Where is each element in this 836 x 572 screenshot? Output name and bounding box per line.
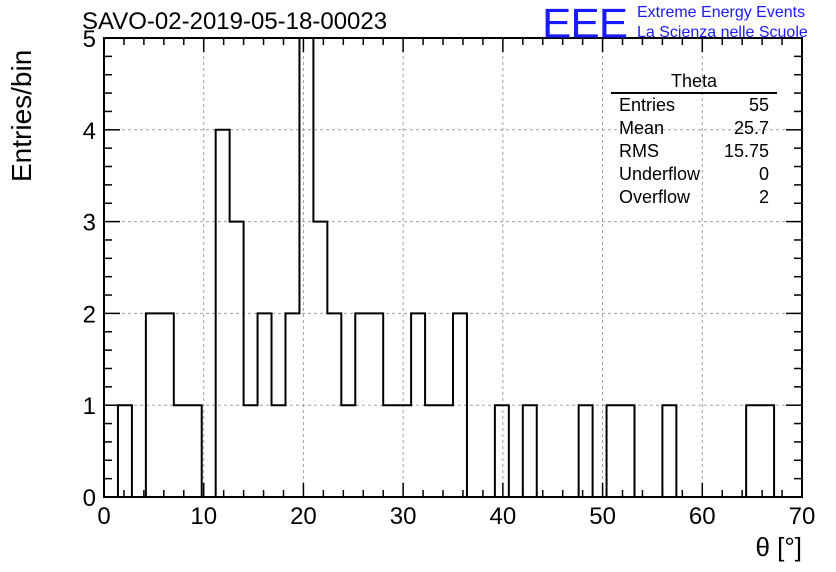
stats-row-underflow: Underflow 0 <box>611 163 777 186</box>
x-tick-labels: 0 10 20 30 40 50 60 70 <box>97 503 815 530</box>
histogram-bin <box>216 130 230 497</box>
axis-ticks <box>103 37 803 498</box>
x-tick-label: 40 <box>490 503 517 530</box>
eee-logo: EEE <box>542 0 628 47</box>
x-tick-label: 70 <box>789 503 816 530</box>
x-tick-label: 20 <box>290 503 317 530</box>
histogram-bin <box>607 405 621 497</box>
histogram-bin <box>174 405 188 497</box>
y-tick-label: 1 <box>83 393 96 420</box>
histogram-bin <box>118 405 132 497</box>
stats-label: Underflow <box>619 164 701 184</box>
stats-label: Entries <box>619 95 676 115</box>
histogram-bin <box>299 38 313 497</box>
stats-label: Mean <box>619 118 665 138</box>
stats-value: 2 <box>758 187 769 207</box>
y-tick-label: 3 <box>83 210 96 237</box>
histogram-bin <box>397 405 411 497</box>
histogram-bin <box>272 405 286 497</box>
histogram-bin <box>188 405 202 497</box>
logo-subtitle-line2: La Scienza nelle Scuole <box>637 24 808 41</box>
x-axis-label: θ [°] <box>755 532 802 562</box>
x-tick-label: 30 <box>390 503 417 530</box>
y-tick-labels: 0 1 2 3 4 5 <box>83 26 96 512</box>
x-tick-label: 10 <box>190 503 217 530</box>
stats-row-entries: Entries 55 <box>611 94 777 117</box>
stats-label: Overflow <box>619 187 691 207</box>
histogram-bin <box>523 405 537 497</box>
histogram-bin <box>621 405 635 497</box>
histogram-bin <box>495 405 509 497</box>
histogram-bin <box>579 405 593 497</box>
stats-row-overflow: Overflow 2 <box>611 186 777 209</box>
histogram-bin <box>341 405 355 497</box>
histogram-bin <box>244 405 258 497</box>
histogram-bin <box>383 405 397 497</box>
run-title: SAVO-02-2019-05-18-00023 <box>82 8 388 35</box>
x-tick-label: 50 <box>589 503 616 530</box>
stats-value: 15.75 <box>723 141 769 161</box>
histogram-bin <box>425 405 439 497</box>
x-tick-label: 0 <box>97 503 110 530</box>
logo-subtitle-line1: Extreme Energy Events <box>637 4 806 21</box>
histogram-bin <box>662 405 676 497</box>
x-tick-label: 60 <box>689 503 716 530</box>
stats-value: 55 <box>748 95 769 115</box>
histogram-series <box>104 37 802 498</box>
y-tick-label: 2 <box>83 301 96 328</box>
histogram-bin <box>313 222 327 497</box>
stats-box: Theta Entries 55 Mean 25.7 RMS 15.75 Und… <box>611 70 777 209</box>
histogram-bin <box>760 405 774 497</box>
y-tick-label: 5 <box>83 26 96 53</box>
histogram-bin <box>258 313 272 497</box>
stats-title: Theta <box>611 70 777 94</box>
stats-value: 25.7 <box>733 118 769 138</box>
histogram-bin <box>746 405 760 497</box>
y-tick-label: 4 <box>83 118 96 145</box>
stats-label: RMS <box>619 141 659 161</box>
plot-border <box>103 37 803 498</box>
histogram-bin <box>230 222 244 497</box>
y-tick-label: 0 <box>83 485 96 512</box>
y-axis-label: Entries/bin <box>6 49 37 182</box>
stats-value: 0 <box>758 164 769 184</box>
stats-row-rms: RMS 15.75 <box>611 140 777 163</box>
histogram-outline <box>104 37 802 498</box>
stats-row-mean: Mean 25.7 <box>611 117 777 140</box>
histogram-bin <box>439 405 453 497</box>
plot-frame <box>103 37 803 498</box>
